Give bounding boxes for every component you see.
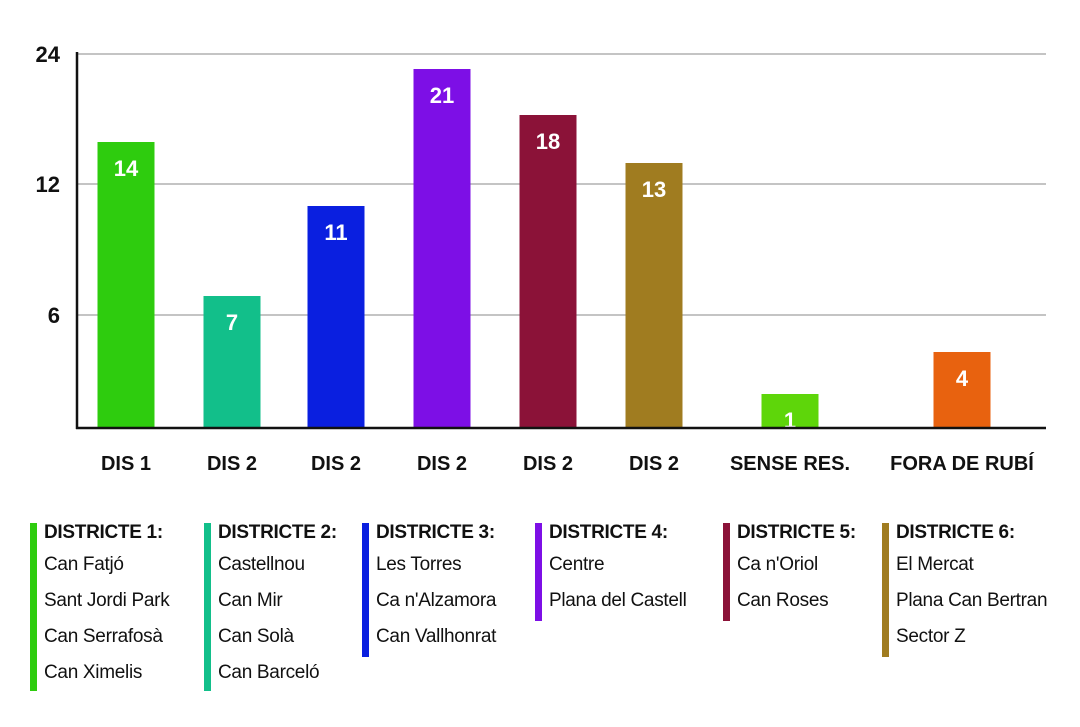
bar — [97, 142, 155, 428]
x-tick-label: DIS 2 — [207, 453, 257, 475]
bar-value-label: 21 — [430, 83, 454, 108]
legend-item: Sant Jordi Park — [44, 590, 170, 611]
legend-item: Can Fatjó — [44, 554, 124, 575]
legend-item: Plana del Castell — [549, 590, 687, 611]
legend-item: Ca n'Alzamora — [376, 590, 497, 611]
bar-value-label: 13 — [642, 177, 666, 202]
x-tick-label: SENSE RES. — [730, 453, 850, 475]
legend-district-2: DISTRICTE 2: Castellnou Can Mir Can Solà… — [204, 519, 337, 691]
bar-value-label: 11 — [324, 220, 347, 245]
legend-swatch — [723, 523, 730, 621]
legend-item: Can Solà — [218, 626, 294, 647]
legend-title: DISTRICTE 5: — [737, 522, 856, 543]
y-axis: 6 12 24 — [36, 42, 61, 328]
legend-district-3: DISTRICTE 3: Les Torres Ca n'Alzamora Ca… — [362, 519, 497, 657]
bar-value-label: 7 — [226, 310, 238, 335]
bar — [625, 163, 683, 428]
y-tick-label: 12 — [36, 172, 60, 197]
legend-district-1: DISTRICTE 1: Can Fatjó Sant Jordi Park C… — [30, 519, 170, 691]
legend-title: DISTRICTE 2: — [218, 522, 337, 543]
legend-swatch — [30, 523, 37, 691]
legend-swatch — [204, 523, 211, 691]
legend-item: Sector Z — [896, 626, 966, 647]
legend-item: El Mercat — [896, 554, 974, 575]
legend-item: Castellnou — [218, 554, 305, 575]
x-tick-label: FORA DE RUBÍ — [890, 452, 1034, 475]
legend-swatch — [882, 523, 889, 657]
legend-item: Can Ximelis — [44, 662, 143, 683]
bar — [933, 352, 991, 428]
bar-value-label: 4 — [956, 366, 969, 391]
x-tick-label: DIS 2 — [311, 453, 361, 475]
legend-title: DISTRICTE 4: — [549, 522, 668, 543]
bar-value-label: 18 — [536, 129, 560, 154]
legend-district-6: DISTRICTE 6: El Mercat Plana Can Bertran… — [882, 519, 1048, 657]
y-tick-label: 6 — [48, 303, 60, 328]
legend-item: Can Serrafosà — [44, 626, 163, 647]
legend-title: DISTRICTE 1: — [44, 522, 163, 543]
x-tick-label: DIS 1 — [101, 453, 151, 475]
legend-district-4: DISTRICTE 4: Centre Plana del Castell — [535, 519, 687, 621]
legend-swatch — [535, 523, 542, 621]
bar — [761, 394, 819, 428]
y-tick-label: 24 — [36, 42, 61, 67]
bar — [307, 206, 365, 428]
legend-item: Les Torres — [376, 554, 462, 575]
legend: DISTRICTE 1: Can Fatjó Sant Jordi Park C… — [0, 519, 1080, 719]
bar-value-label: 14 — [114, 156, 139, 181]
x-tick-label: DIS 2 — [523, 453, 573, 475]
legend-item: Ca n'Oriol — [737, 554, 818, 575]
legend-item: Centre — [549, 554, 605, 575]
legend-title: DISTRICTE 3: — [376, 522, 495, 543]
bar — [519, 115, 577, 428]
x-tick-label: DIS 2 — [417, 453, 467, 475]
legend-title: DISTRICTE 6: — [896, 522, 1015, 543]
legend-item: Plana Can Bertran — [896, 590, 1048, 611]
x-axis-labels: DIS 1 DIS 2 DIS 2 DIS 2 DIS 2 DIS 2 SENSE RES.… — [101, 452, 1034, 475]
legend-item: Can Barceló — [218, 662, 320, 683]
legend-item: Can Vallhonrat — [376, 626, 497, 647]
legend-item: Can Roses — [737, 590, 829, 611]
legend-swatch — [362, 523, 369, 657]
bar — [203, 296, 261, 428]
x-tick-label: DIS 2 — [629, 453, 679, 475]
legend-item: Can Mir — [218, 590, 283, 611]
bar — [413, 69, 471, 428]
legend-district-5: DISTRICTE 5: Ca n'Oriol Can Roses — [723, 519, 856, 621]
